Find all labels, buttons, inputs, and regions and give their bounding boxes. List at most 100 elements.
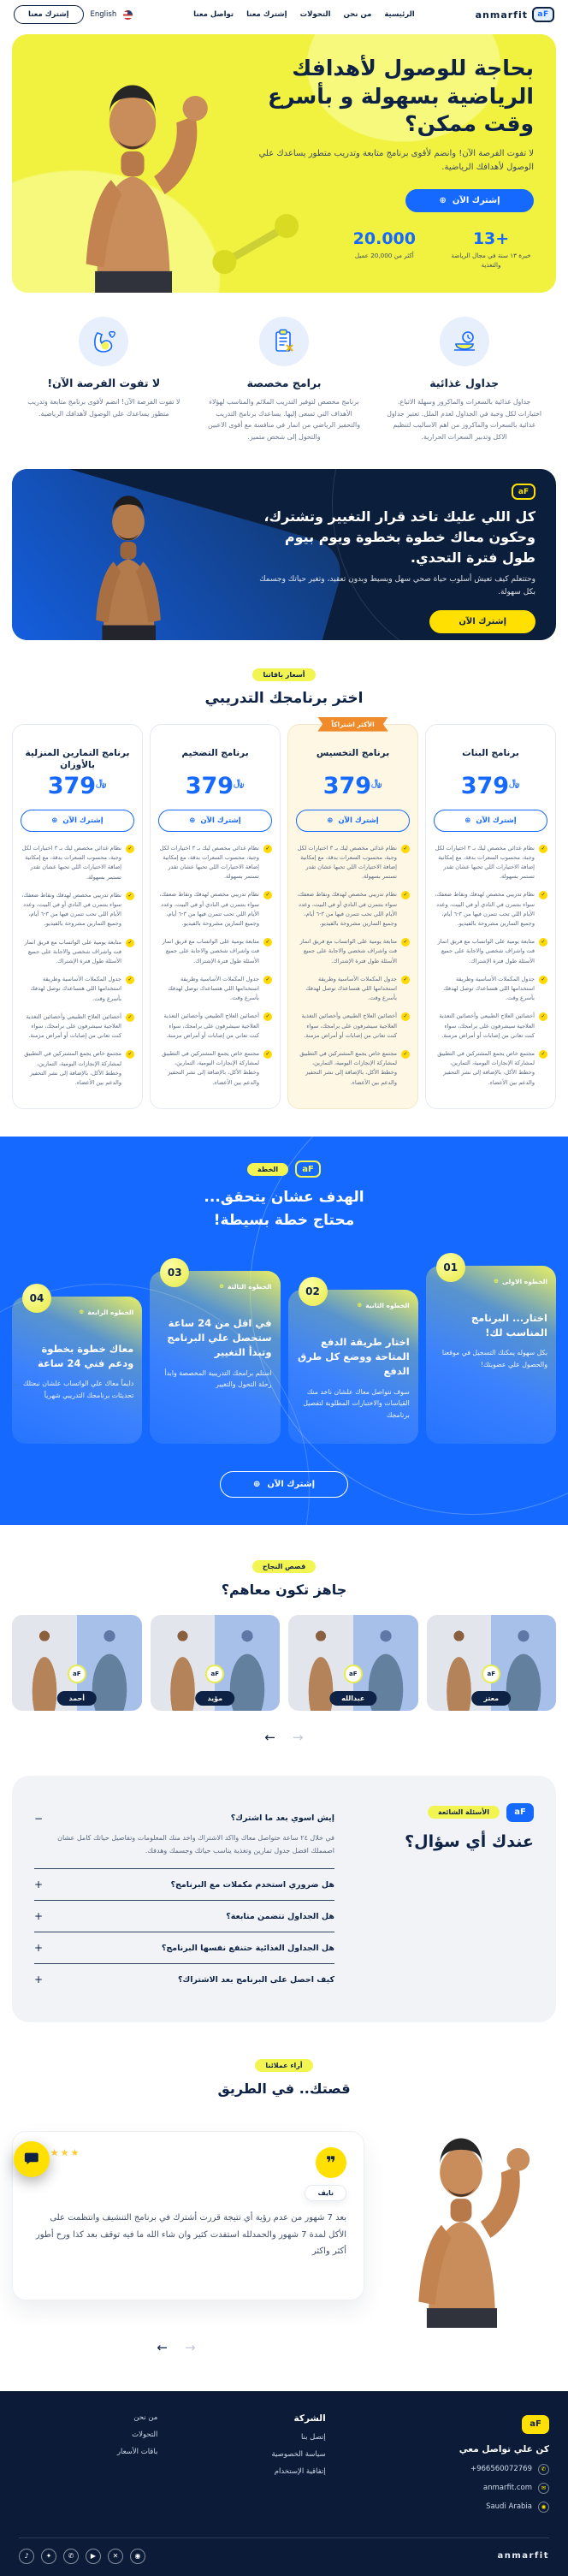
footer-website[interactable]: ✉ anmarfit.com — [355, 2483, 549, 2494]
client-name-pill: عبدالله — [329, 1691, 376, 1706]
whatsapp-icon[interactable]: ✆ — [63, 2549, 79, 2564]
expand-icon[interactable]: + — [34, 1942, 43, 1954]
plan-feature-item: ✓جدول المكملات الأساسية وطريقة استخدامها… — [296, 975, 410, 1004]
check-icon: ✓ — [126, 939, 134, 947]
navbar-subscribe-button[interactable]: إشترك معنا — [14, 5, 84, 24]
expand-icon[interactable]: + — [34, 1910, 43, 1922]
carousel-next-arrow[interactable]: → — [293, 1730, 304, 1745]
footer-contact-heading: كن علي تواصل معي — [355, 2444, 549, 2454]
challenge-content: aF كل اللي عليك تاخد قرار التغيير وتشترك… — [253, 481, 535, 633]
plan-step-card: 02 الخطوه الثانية⊕ اختار طريقة الدفع الم… — [288, 1290, 418, 1444]
transformations-section: قصص النجاح جاهز تكون معاهم؟ aF معتز aF ع… — [0, 1556, 568, 1745]
instagram-icon[interactable]: ◉ — [130, 2549, 145, 2564]
af-logo-outline-icon: aF — [295, 1160, 321, 1178]
nav-link[interactable]: تواصل معنا — [193, 10, 234, 19]
plan-subscribe-button[interactable]: إشترك الآن⊕ — [158, 810, 272, 832]
faq-question[interactable]: هل ضروري استخدم مكملات مع البرنامج؟+ — [34, 1879, 334, 1890]
challenge-title: كل اللي عليك تاخد قرار التغيير وتشترك، و… — [253, 507, 535, 568]
x-icon[interactable]: ✕ — [108, 2549, 123, 2564]
snapchat-icon[interactable]: ✦ — [41, 2549, 56, 2564]
main-nav: الرئيسية من نحن التحولات إشترك معنا تواصل مع… — [193, 10, 415, 19]
af-mini-badge-icon: aF — [482, 1665, 500, 1683]
faq-item: هل الجداول تتضمن متابعة؟+ — [34, 1901, 334, 1932]
meal-plan-icon — [440, 317, 489, 366]
faq-item: إيش اسوي بعد ما اشترك؟− في خلال ٢٤ ساعة … — [34, 1803, 334, 1870]
faq-question[interactable]: كيف احصل على البرنامج بعد الاشتراك؟+ — [34, 1974, 334, 1985]
check-icon: ✓ — [539, 845, 547, 853]
nav-link[interactable]: التحولات — [300, 10, 331, 19]
footer-phone[interactable]: ✆ +966560072769 — [355, 2464, 549, 2475]
nav-link[interactable]: إشترك معنا — [246, 10, 287, 19]
language-switch[interactable]: English — [91, 10, 117, 19]
tiktok-icon[interactable]: ♪ — [19, 2549, 34, 2564]
most-popular-ribbon: الأكثر اشتراكاً — [317, 717, 388, 732]
plan-price: ﷼379 — [158, 773, 272, 799]
clipboard-icon — [259, 317, 309, 366]
faq-question[interactable]: إيش اسوي بعد ما اشترك؟− — [34, 1813, 334, 1825]
footer-company-link[interactable]: إتصل بنا — [186, 2433, 325, 2442]
brand-logo[interactable]: aF anmarfit — [476, 7, 554, 22]
feature-nutrition: جداول غذائية جداول غذائية بالسعرات والما… — [386, 317, 542, 443]
arrow-circle-icon: ⊕ — [189, 816, 195, 825]
expand-icon[interactable]: + — [34, 1974, 43, 1985]
hero-title: بحاجة للوصول لأهدافك الرياضية بسهولة و ب… — [258, 55, 534, 139]
footer-company-link[interactable]: سياسة الخصوصية — [186, 2450, 325, 2459]
footer-nav-link[interactable]: باقات الأسعار — [19, 2448, 157, 2456]
af-logo-outline-icon: aF — [512, 484, 535, 500]
client-name-pill: أحمد — [57, 1691, 98, 1706]
plan-price: ﷼379 — [296, 773, 410, 799]
nav-link[interactable]: الرئيسية — [384, 10, 414, 19]
transformation-card[interactable]: aF معتز — [427, 1615, 557, 1711]
client-name-pill: مؤيد — [195, 1691, 234, 1706]
check-icon: ✓ — [401, 845, 410, 853]
expand-icon[interactable]: + — [34, 1879, 43, 1890]
feature-desc: برنامج مخصص لتوفير التدريب الملائم والمن… — [206, 396, 363, 443]
footer-bottom-bar: ♪ ✦ ✆ ▶ ✕ ◉ anmarfit — [19, 2537, 549, 2564]
check-icon: ✓ — [263, 845, 272, 853]
transformation-card[interactable]: aF مؤيد — [151, 1615, 281, 1711]
check-icon: ✓ — [401, 1050, 410, 1059]
carousel-prev-arrow[interactable]: ← — [264, 1730, 275, 1745]
transformation-card[interactable]: aF أحمد — [12, 1615, 142, 1711]
nav-link[interactable]: من نحن — [344, 10, 372, 19]
check-icon: ✓ — [539, 891, 547, 899]
arrow-circle-icon: ⊕ — [440, 196, 447, 205]
plan-feature-item: ✓جدول المكملات الأساسية وطريقة استخدامها… — [21, 975, 134, 1004]
us-flag-icon — [123, 10, 133, 20]
faq-question[interactable]: هل الجداول الغذائية حتنفع نفسها البرنامج… — [34, 1942, 334, 1954]
step-title: اختار طريقة الدفع المتاحة ووضع كل طرق ال… — [297, 1335, 410, 1380]
plan-feature-item: ✓أخصائين العلاج الطبيعي وأخصائين التغذية… — [21, 1012, 134, 1042]
pricing-card-girls: برنامج البنات ﷼379 إشترك الآن⊕ ✓نظام غذا… — [425, 724, 556, 1110]
check-icon: ✓ — [401, 938, 410, 947]
plan-subscribe-button[interactable]: إشترك الآن⊕ — [21, 810, 134, 832]
transformation-card[interactable]: aF عبدالله — [288, 1615, 418, 1711]
plan-name: برنامج التمارين المنزلية بالأوزان — [21, 747, 134, 771]
faq-question[interactable]: هل الجداول تتضمن متابعة؟+ — [34, 1910, 334, 1922]
testimonial-next-arrow[interactable]: → — [185, 2340, 196, 2355]
plan-subscribe-button[interactable]: إشترك الآن⊕ — [220, 1471, 348, 1498]
chat-fab-button[interactable] — [14, 2141, 50, 2177]
faq-item: كيف احصل على البرنامج بعد الاشتراك؟+ — [34, 1964, 334, 1995]
footer-nav-link[interactable]: من نحن — [19, 2413, 157, 2422]
plan-subscribe-button[interactable]: إشترك الآن⊕ — [296, 810, 410, 832]
plan-features: ✓نظام غذائي مخصص ليك بـ ٣ اختيارات لكل و… — [21, 844, 134, 1088]
youtube-icon[interactable]: ▶ — [86, 2549, 101, 2564]
hero-subscribe-button[interactable]: إشترك الآن⊕ — [405, 189, 534, 212]
plan-steps: 01 الخطوه الاولى⊕ اختار... البرنامج المن… — [12, 1266, 556, 1444]
footer-company-link[interactable]: إتفاقية الإستخدام — [186, 2467, 325, 2476]
collapse-icon[interactable]: − — [34, 1813, 43, 1825]
carousel-arrows: ← → — [0, 1730, 568, 1745]
plan-subscribe-button[interactable]: إشترك الآن⊕ — [434, 810, 547, 832]
testimonial-prev-arrow[interactable]: ← — [157, 2340, 168, 2355]
phone-icon: ✆ — [538, 2464, 549, 2475]
step-number-badge: 02 — [299, 1277, 328, 1306]
check-icon: ✓ — [263, 1050, 272, 1059]
spark-icon: ⊕ — [79, 1309, 84, 1315]
step-desc: بكل سهوله يمكنك التسجيل في موقعنا والحصو… — [435, 1347, 547, 1370]
pricing-card-bulking: برنامج التضخيم ﷼379 إشترك الآن⊕ ✓نظام غذ… — [150, 724, 281, 1110]
plan-header: aF الخطة — [12, 1160, 556, 1178]
plan-feature-item: ✓مجتمع خاص يجمع المشتركين في التطبيق لمش… — [296, 1049, 410, 1088]
challenge-subscribe-button[interactable]: إشترك الآن — [429, 610, 535, 633]
plan-price: ﷼379 — [434, 773, 547, 799]
footer-nav-link[interactable]: التحولات — [19, 2431, 157, 2439]
